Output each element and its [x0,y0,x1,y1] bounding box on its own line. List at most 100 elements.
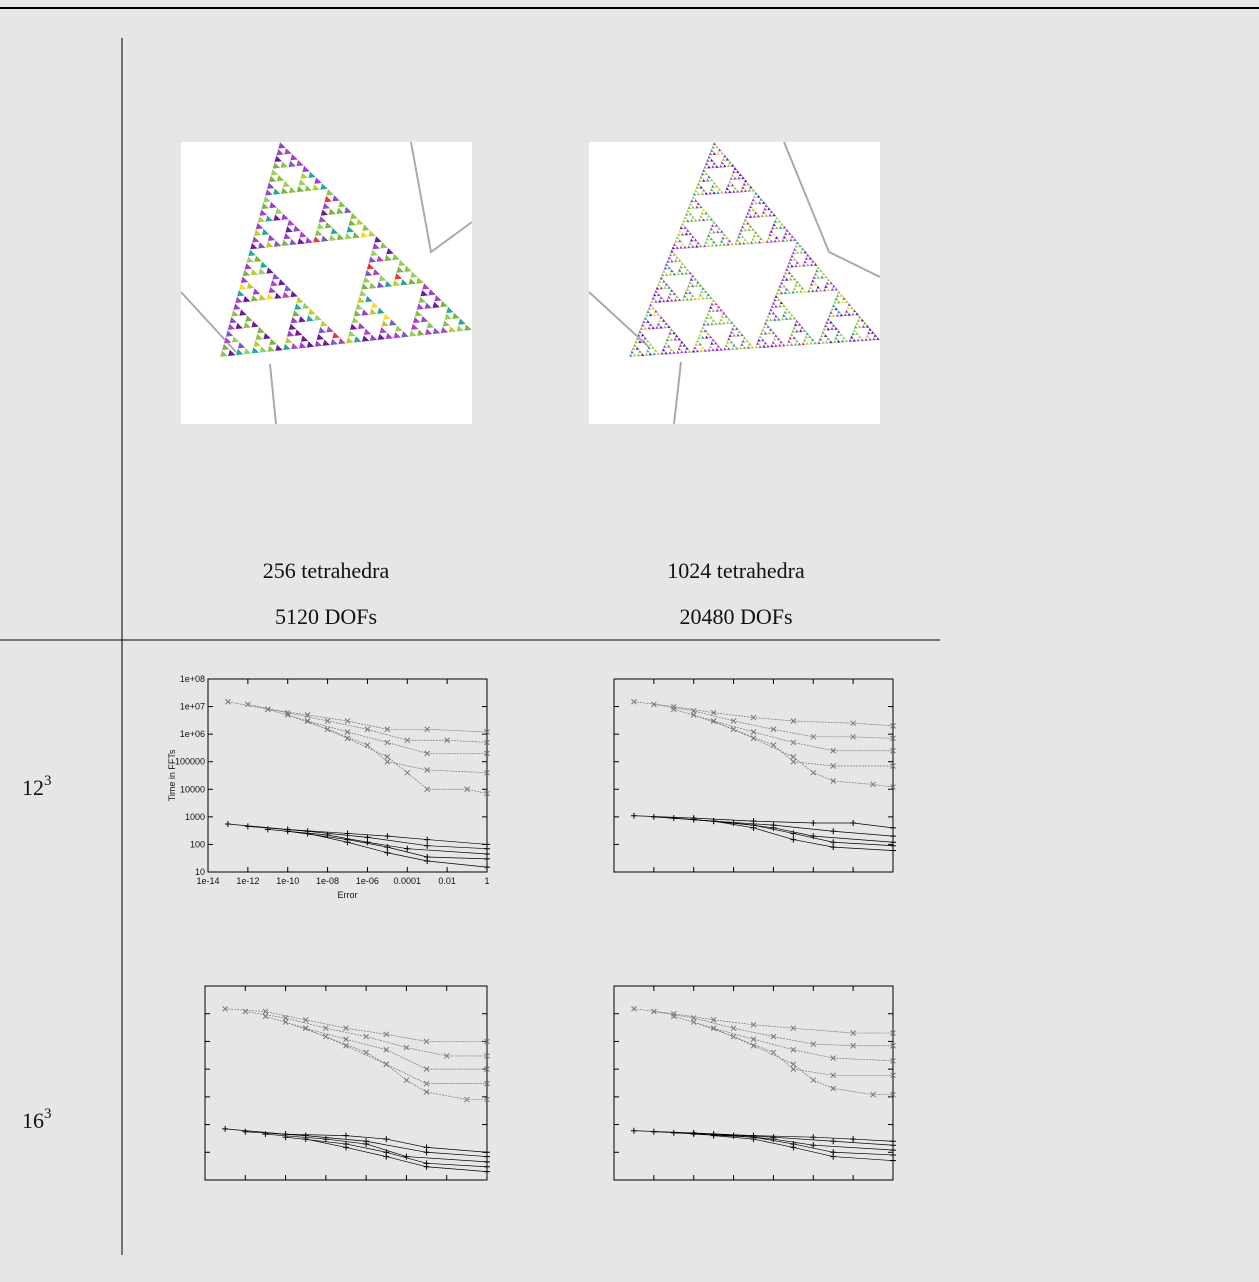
mesh-cell [709,321,715,326]
mesh-cell [847,312,852,317]
mesh-cell [696,240,701,245]
mesh-cell [776,297,782,302]
mesh-cell [711,318,716,323]
row-label: 123 [22,773,52,800]
mesh-cell [862,321,868,325]
mesh-cell [739,228,744,232]
mesh-cell [797,341,802,346]
mesh-cell [826,326,831,331]
mesh-cell [719,317,724,322]
mesh-cell [841,335,847,340]
mesh-cell [792,316,797,320]
mesh-cell [735,189,741,193]
caption: 5120 DOFs [275,604,377,629]
mesh-cell [651,306,656,310]
mesh-cell [276,174,285,182]
image-background [181,142,472,424]
data-point [383,1031,390,1038]
mesh-cell [749,201,755,206]
series-line [633,1130,894,1142]
mesh-cell [298,315,307,323]
caption: 20480 DOFs [679,604,792,629]
mesh-cell [828,339,834,344]
mesh-cell [667,285,672,290]
mesh-cell [424,302,433,310]
mesh-cell [707,308,712,313]
mesh-cell [816,265,821,270]
mesh-cell [698,214,704,219]
data-point [363,1033,369,1040]
mesh-cell [253,339,262,348]
mesh-cell [712,151,717,156]
mesh-cell [740,175,746,180]
mesh-cell [721,320,727,325]
mesh-cell [760,213,765,218]
mesh-cell [656,351,661,356]
mesh-cell [696,335,702,340]
data-point [790,1144,797,1151]
mesh-cell [268,201,278,209]
mesh-cell [708,191,713,195]
mesh-cell [766,236,772,240]
mesh-cell [762,344,767,349]
data-point [302,1025,309,1032]
mesh-cell [716,190,721,195]
mesh-cell [779,300,784,305]
mesh-cell [870,330,876,335]
data-point [344,839,351,846]
mesh-cell [236,289,246,297]
data-point [423,1080,430,1087]
mesh-cell [764,317,770,322]
mesh-cell [745,221,751,225]
data-point [830,1153,837,1160]
mesh-cell [376,307,386,315]
mesh-cell [739,342,745,347]
mesh-cell [719,239,725,244]
mesh-cell [635,336,640,341]
mesh-cell [703,289,709,294]
series-line [633,815,894,829]
mesh-cell [683,225,688,230]
mesh-cell [844,309,850,314]
mesh-cell [784,267,790,272]
mesh-cell [647,345,652,350]
mesh-cell [641,339,647,344]
mesh-cell [376,255,385,263]
mesh-cell [771,301,776,305]
mesh-cell [223,336,232,344]
data-point [890,735,896,742]
mesh-cell [712,141,717,146]
mesh-cell [730,173,735,177]
mesh-cell [689,277,694,282]
mesh-cell [782,274,787,279]
mesh-cell [301,165,311,173]
data-point [383,1061,390,1068]
data-point [890,722,896,729]
mesh-cell [258,267,267,275]
mesh-cell [352,231,361,239]
mesh-cell [652,312,658,317]
mesh-cell [675,245,680,250]
data-point [890,763,896,769]
mesh-cell [787,270,792,275]
mesh-cell [300,334,309,343]
mesh-cell [361,334,370,342]
mesh-cell [835,332,840,337]
mesh-cell [400,278,409,286]
data-point [850,1030,856,1036]
mesh-cell [828,310,834,315]
mesh-cell [219,349,229,358]
mesh-cell [814,288,820,293]
mesh-cell [403,265,413,273]
mesh-cell [680,271,685,276]
mesh-cell [630,349,635,354]
data-point [424,858,431,865]
mesh-cell [873,333,878,338]
mesh-cell [366,262,375,270]
mesh-cell [255,333,264,341]
mesh-cell [711,337,716,342]
mesh-cell [687,290,693,295]
mesh-cell [752,233,757,238]
mesh-cell [368,281,378,290]
mesh-cell [727,189,733,194]
